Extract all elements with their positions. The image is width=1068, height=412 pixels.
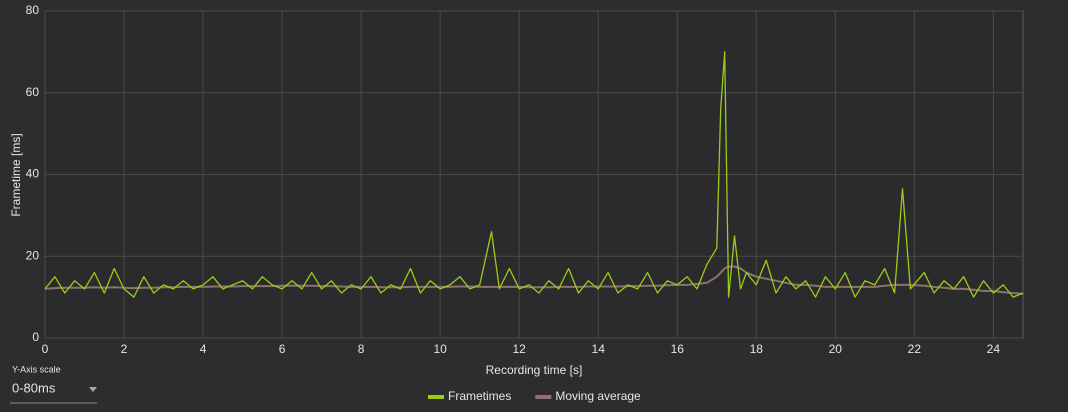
x-tick-label: 0 — [42, 342, 49, 356]
y-tick-label: 20 — [26, 248, 40, 262]
x-tick-label: 2 — [121, 342, 128, 356]
y-tick-label: 80 — [26, 3, 40, 17]
x-tick-label: 20 — [829, 342, 843, 356]
y-tick-label: 0 — [32, 330, 39, 344]
x-tick-label: 18 — [750, 342, 764, 356]
x-tick-label: 16 — [671, 342, 685, 356]
x-tick-label: 14 — [592, 342, 606, 356]
y-tick-label: 40 — [26, 167, 40, 181]
line-series — [44, 265, 1024, 295]
x-tick-label: 4 — [200, 342, 207, 356]
line-series — [44, 51, 1024, 298]
legend-swatch — [428, 395, 444, 399]
x-tick-label: 6 — [279, 342, 286, 356]
dropdown-caret[interactable] — [89, 387, 97, 392]
x-tick-label: 22 — [908, 342, 922, 356]
x-tick-label: 8 — [358, 342, 365, 356]
control-label: Y-Axis scale — [12, 364, 61, 374]
y-axis-label: Frametime [ms] — [9, 133, 23, 216]
y-tick-label: 60 — [26, 85, 40, 99]
x-axis-label: Recording time [s] — [486, 363, 583, 377]
x-tick-label: 10 — [433, 342, 447, 356]
legend-label: Frametimes — [448, 389, 511, 403]
dropdown-value[interactable]: 0-80ms — [12, 380, 56, 395]
legend-swatch — [535, 395, 552, 399]
legend-label: Moving average — [555, 389, 641, 403]
x-tick-label: 24 — [987, 342, 1001, 356]
dropdown[interactable]: 0-80ms — [10, 380, 98, 404]
x-tick-label: 12 — [513, 342, 527, 356]
